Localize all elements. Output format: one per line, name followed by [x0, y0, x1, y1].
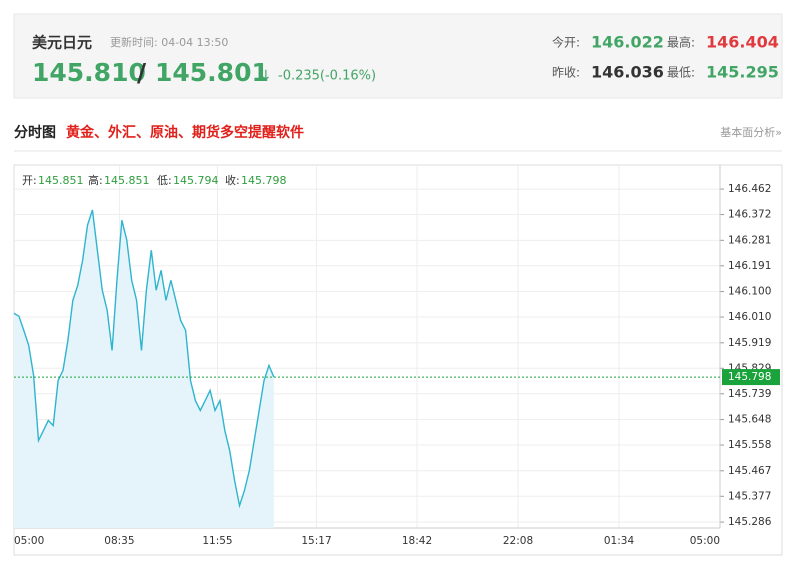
- stat-value: 146.404: [706, 33, 779, 52]
- info-label: 低:: [157, 174, 172, 187]
- price-change: -0.235(-0.16%): [278, 69, 376, 84]
- price-ask: 145.801: [155, 58, 269, 87]
- price-separator: /: [137, 58, 147, 87]
- reference-label: 145.798: [728, 371, 771, 383]
- stat-label: 最低:: [667, 66, 695, 80]
- y-tick-label: 146.372: [728, 209, 771, 221]
- stat-label: 昨收:: [552, 66, 580, 80]
- info-value: 145.798: [241, 174, 287, 187]
- promo-link[interactable]: 黄金、外汇、原油、期货多空提醒软件: [66, 124, 304, 141]
- x-tick-label: 01:34: [604, 535, 635, 547]
- info-value: 145.851: [38, 174, 84, 187]
- y-tick-label: 145.467: [728, 465, 771, 477]
- x-tick-label: 18:42: [402, 535, 432, 547]
- info-label: 高:: [88, 173, 103, 187]
- x-tick-label: 11:55: [202, 535, 232, 547]
- stat-label: 最高:: [667, 35, 695, 50]
- x-tick-label: 08:35: [104, 535, 134, 547]
- y-tick-label: 145.739: [728, 388, 771, 400]
- stat-label: 今开:: [552, 35, 580, 50]
- info-value: 145.851: [104, 174, 150, 187]
- y-tick-label: 145.648: [728, 414, 771, 426]
- y-tick-label: 145.558: [728, 439, 771, 451]
- info-label: 开:: [22, 174, 37, 187]
- area: [14, 210, 274, 528]
- stat-value: 146.022: [591, 33, 664, 52]
- y-tick-label: 146.010: [728, 311, 771, 323]
- quote-panel: [13, 13, 783, 99]
- y-tick-label: 146.191: [728, 260, 771, 272]
- analysis-link[interactable]: 基本面分析»: [720, 125, 782, 139]
- price-bid: 145.810: [32, 58, 146, 87]
- y-tick-label: 146.462: [728, 183, 771, 195]
- y-tick-label: 146.100: [728, 286, 771, 298]
- update-time: 更新时间: 04-04 13:50: [110, 35, 228, 49]
- x-tick-label: 05:00: [690, 535, 720, 547]
- info-label: 收:: [225, 173, 240, 187]
- info-value: 145.794: [173, 174, 219, 187]
- change-arrow: ↓: [260, 68, 272, 84]
- reference-label-box: [722, 369, 780, 386]
- quote-title: 美元日元: [32, 34, 92, 52]
- stat-value: 145.295: [706, 63, 779, 82]
- section-title: 分时图: [14, 124, 56, 141]
- y-tick-label: 145.919: [728, 337, 771, 349]
- x-tick-label: 05:00: [14, 535, 44, 547]
- stat-value: 146.036: [591, 63, 664, 82]
- y-tick-label: 145.377: [728, 490, 771, 502]
- x-tick-label: 15:17: [301, 535, 331, 547]
- y-tick-label: 146.281: [728, 234, 771, 246]
- price-line: [13, 209, 275, 509]
- y-tick-label: 145.286: [728, 516, 772, 528]
- x-tick-label: 22:08: [503, 535, 533, 547]
